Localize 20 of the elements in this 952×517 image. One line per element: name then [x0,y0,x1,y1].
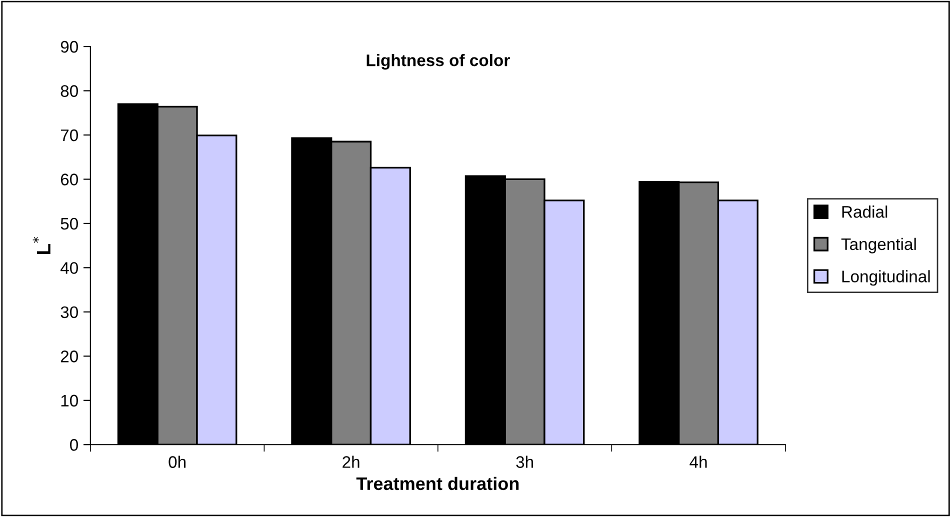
y-tick-label: 10 [61,394,78,407]
x-tick-label: 0h [168,456,186,468]
y-tick-label: 80 [60,85,78,97]
y-tick-label: 20 [60,350,78,362]
x-axis-title: Treatment duration [356,476,519,490]
y-tick-label: 0 [70,439,78,451]
x-tick-label: 3h [516,456,533,468]
y-tick-label: 40 [60,262,78,274]
y-tick-label: 30 [60,306,78,318]
legend-label: Radial [842,206,888,218]
legend-label: Longitudinal [842,270,930,286]
x-tick-label: 2h [342,456,360,468]
chart-title: Lightness of color [366,54,510,70]
x-tick-label: 4h [690,456,707,468]
y-tick-label: 70 [60,129,78,142]
legend-label: Tangential [841,238,916,254]
y-tick-label: 60 [60,174,78,186]
y-tick-label: 90 [60,40,78,53]
y-tick-label: 50 [60,218,78,230]
y-axis-title: L$^{*}$ [32,236,50,254]
